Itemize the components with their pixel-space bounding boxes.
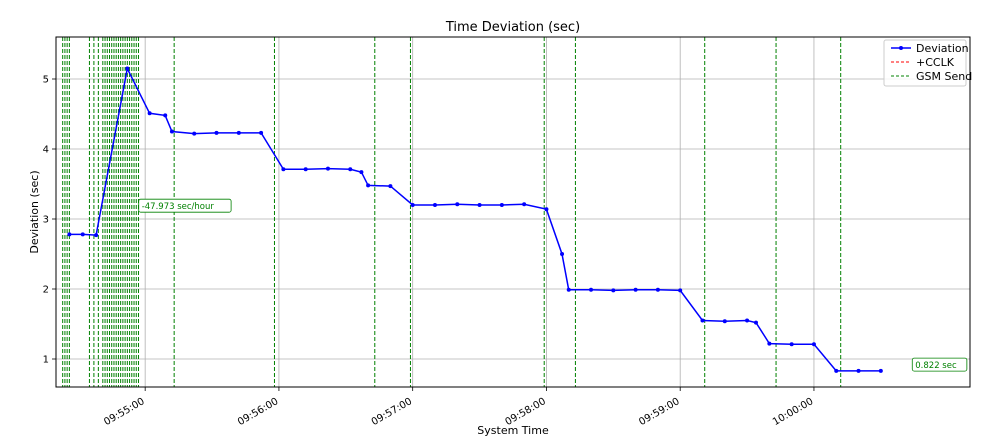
deviation-point xyxy=(589,287,594,292)
deviation-point xyxy=(789,342,794,347)
deviation-point xyxy=(834,368,839,373)
y-axis-label: Deviation (sec) xyxy=(28,170,41,253)
deviation-point xyxy=(722,319,727,324)
legend: Deviation +CCLK GSM Send xyxy=(883,39,972,87)
legend-deviation-marker xyxy=(899,46,903,50)
deviation-point xyxy=(856,368,861,373)
deviation-point xyxy=(281,167,286,172)
deviation-point xyxy=(236,130,241,135)
deviation-point xyxy=(303,167,308,172)
y-axis-ticks: 1 2 3 4 5 xyxy=(43,75,56,366)
deviation-point xyxy=(611,288,616,293)
deviation-point xyxy=(544,207,549,212)
chart-title: Time Deviation (sec) xyxy=(445,20,580,35)
deviation-point xyxy=(745,318,750,323)
y-tick-label: 1 xyxy=(43,355,49,366)
legend-gsm-label: GSM Send xyxy=(916,70,972,83)
deviation-point xyxy=(477,203,482,207)
deviation-point xyxy=(566,287,571,292)
deviation-point xyxy=(700,318,705,323)
deviation-point xyxy=(878,368,883,373)
gsm-send-markers xyxy=(62,37,842,387)
annotation-label: 0.822 sec xyxy=(915,361,957,371)
deviation-point xyxy=(633,287,638,292)
y-tick-label: 4 xyxy=(43,145,49,156)
deviation-point xyxy=(163,113,168,118)
deviation-series xyxy=(67,66,883,373)
deviation-point xyxy=(655,287,660,292)
y-tick-label: 5 xyxy=(43,75,49,86)
grid-lines xyxy=(56,37,970,387)
x-axis-label: System Time xyxy=(477,424,549,437)
deviation-point xyxy=(348,167,353,172)
deviation-point xyxy=(214,130,219,135)
legend-deviation-label: Deviation xyxy=(916,42,969,55)
y-tick-label: 2 xyxy=(43,285,49,296)
deviation-point xyxy=(169,129,174,134)
plot-area-frame xyxy=(55,36,971,388)
deviation-point xyxy=(753,320,758,325)
deviation-point xyxy=(192,131,197,136)
deviation-point xyxy=(325,166,330,171)
deviation-point xyxy=(125,66,130,71)
deviation-point xyxy=(767,341,772,346)
deviation-point xyxy=(259,130,264,135)
deviation-point xyxy=(359,170,364,175)
deviation-point xyxy=(678,288,683,293)
deviation-point xyxy=(366,183,371,188)
deviation-point xyxy=(147,111,152,116)
deviation-point xyxy=(432,203,437,207)
deviation-point xyxy=(67,232,72,237)
deviation-point xyxy=(560,252,565,256)
annotation-box xyxy=(138,198,232,213)
deviation-point xyxy=(410,203,415,207)
deviation-point xyxy=(80,232,85,237)
y-tick-label: 3 xyxy=(43,215,49,226)
legend-cclk-label: +CCLK xyxy=(916,56,955,69)
annotation-box xyxy=(911,357,968,372)
deviation-point xyxy=(94,233,99,238)
deviation-point xyxy=(499,203,504,207)
deviation-point xyxy=(522,202,527,207)
deviation-point xyxy=(811,342,816,347)
annotations: -47.973 sec/hour 0.822 sec xyxy=(138,198,968,372)
annotation-label: -47.973 sec/hour xyxy=(142,202,215,212)
deviation-point xyxy=(455,202,460,207)
deviation-point xyxy=(388,184,393,189)
legend-box xyxy=(883,39,967,87)
